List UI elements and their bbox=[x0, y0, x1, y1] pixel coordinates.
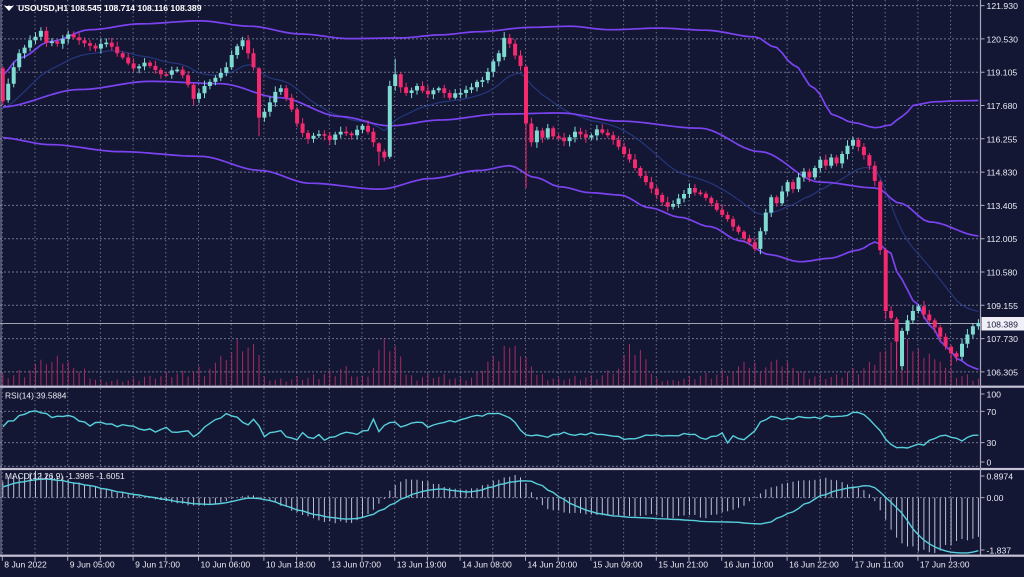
svg-text:17 Jun 11:00: 17 Jun 11:00 bbox=[855, 560, 904, 570]
svg-text:15 Jun 21:00: 15 Jun 21:00 bbox=[658, 560, 708, 570]
svg-text:10 Jun 18:00: 10 Jun 18:00 bbox=[266, 560, 316, 570]
svg-text:13 Jun 07:00: 13 Jun 07:00 bbox=[331, 560, 381, 570]
svg-text:117.680: 117.680 bbox=[987, 101, 1018, 111]
svg-text:121.930: 121.930 bbox=[987, 1, 1019, 11]
svg-text:100: 100 bbox=[987, 390, 1002, 400]
svg-text:-1.837: -1.837 bbox=[987, 546, 1012, 556]
svg-text:106.305: 106.305 bbox=[987, 367, 1019, 377]
svg-text:30: 30 bbox=[987, 438, 997, 448]
svg-text:16 Jun 10:00: 16 Jun 10:00 bbox=[724, 560, 774, 570]
svg-text:MACD(12,26,9) -1.3985 -1.6051: MACD(12,26,9) -1.3985 -1.6051 bbox=[5, 471, 125, 481]
svg-text:9 Jun 17:00: 9 Jun 17:00 bbox=[135, 560, 180, 570]
svg-text:0: 0 bbox=[987, 458, 992, 468]
svg-text:0.00: 0.00 bbox=[987, 493, 1004, 503]
svg-text:14 Jun 20:00: 14 Jun 20:00 bbox=[528, 560, 578, 570]
svg-text:USOUSD,H1 108.545 108.714 108.: USOUSD,H1 108.545 108.714 108.116 108.38… bbox=[18, 3, 202, 13]
svg-text:109.155: 109.155 bbox=[987, 301, 1019, 311]
svg-text:15 Jun 09:00: 15 Jun 09:00 bbox=[593, 560, 643, 570]
svg-text:120.530: 120.530 bbox=[987, 34, 1019, 44]
svg-text:108.389: 108.389 bbox=[987, 320, 1019, 330]
svg-text:8 Jun 2022: 8 Jun 2022 bbox=[4, 560, 47, 570]
svg-text:70: 70 bbox=[987, 407, 997, 417]
svg-text:0.8974: 0.8974 bbox=[987, 472, 1014, 482]
svg-text:107.730: 107.730 bbox=[987, 334, 1019, 344]
svg-text:10 Jun 06:00: 10 Jun 06:00 bbox=[201, 560, 251, 570]
svg-text:110.580: 110.580 bbox=[987, 268, 1018, 278]
svg-text:113.405: 113.405 bbox=[987, 201, 1018, 211]
svg-text:17 Jun 23:00: 17 Jun 23:00 bbox=[920, 560, 970, 570]
svg-text:9 Jun 05:00: 9 Jun 05:00 bbox=[70, 560, 115, 570]
svg-text:13 Jun 19:00: 13 Jun 19:00 bbox=[397, 560, 447, 570]
svg-text:RSI(14) 39.5884: RSI(14) 39.5884 bbox=[5, 391, 67, 401]
svg-text:119.105: 119.105 bbox=[987, 68, 1018, 78]
svg-text:14 Jun 08:00: 14 Jun 08:00 bbox=[462, 560, 512, 570]
svg-text:114.830: 114.830 bbox=[987, 168, 1018, 178]
svg-text:112.005: 112.005 bbox=[987, 234, 1018, 244]
svg-text:116.255: 116.255 bbox=[987, 134, 1018, 144]
svg-text:16 Jun 22:00: 16 Jun 22:00 bbox=[789, 560, 839, 570]
